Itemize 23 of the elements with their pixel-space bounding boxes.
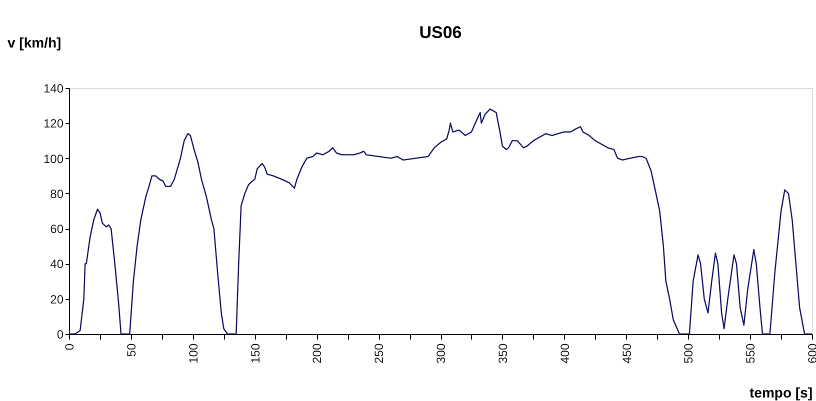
y-tick-label: 140 [43, 82, 64, 96]
x-tick-label: 50 [124, 343, 138, 357]
y-tick-label: 40 [50, 257, 64, 272]
x-tick-label: 400 [558, 343, 572, 364]
x-tick-label: 450 [620, 343, 634, 364]
y-tick-label: 100 [43, 152, 64, 166]
x-tick-label: 100 [186, 343, 200, 364]
x-tick-label: 350 [496, 343, 510, 364]
x-axis-title: tempo [s] [750, 384, 812, 400]
x-tick-label: 0 [62, 343, 76, 350]
y-tick-label: 60 [50, 222, 64, 236]
x-tick-label: 250 [372, 343, 386, 364]
y-axis-title: v [km/h] [8, 34, 62, 50]
x-tick-label: 550 [744, 343, 758, 364]
y-tick-label: 80 [50, 186, 64, 201]
x-tick-label: 200 [310, 343, 324, 364]
chart-title: US06 [419, 23, 462, 42]
y-tick-label: 120 [43, 116, 64, 131]
x-tick-label: 300 [434, 343, 448, 364]
x-tick-label: 500 [682, 343, 696, 364]
y-tick-label: 20 [50, 292, 64, 306]
y-tick-label: 0 [56, 328, 64, 342]
x-tick-label: 150 [248, 343, 262, 364]
